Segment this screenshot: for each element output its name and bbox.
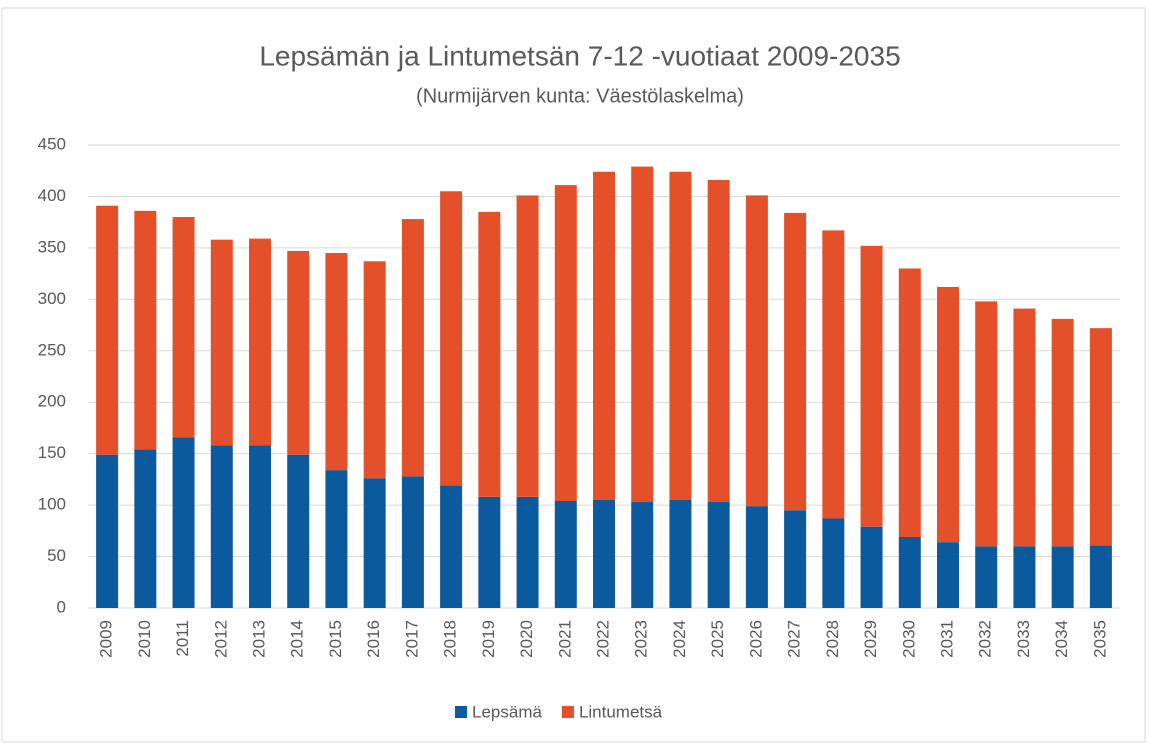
bar-segment bbox=[669, 499, 692, 608]
bar-segment bbox=[1051, 546, 1074, 608]
y-tick-label: 50 bbox=[47, 546, 66, 565]
bar-segment bbox=[325, 253, 348, 471]
legend-swatch bbox=[561, 706, 574, 718]
x-tick-label: 2020 bbox=[517, 620, 536, 658]
bar-segment bbox=[784, 212, 807, 511]
bar-segment bbox=[401, 219, 424, 477]
x-tick-label: 2017 bbox=[402, 620, 421, 658]
x-tick-label: 2029 bbox=[861, 620, 880, 658]
bar-segment bbox=[172, 437, 195, 608]
x-tick-label: 2013 bbox=[249, 620, 268, 658]
legend-label: Lepsämä bbox=[472, 702, 542, 721]
x-tick-label: 2034 bbox=[1052, 620, 1071, 658]
bar-segment bbox=[784, 510, 807, 608]
bar-segment bbox=[96, 454, 119, 608]
bar-segment bbox=[440, 191, 463, 486]
bar-segment bbox=[478, 496, 501, 608]
bar-segment bbox=[440, 485, 463, 608]
bar-segment bbox=[516, 195, 539, 497]
y-tick-label: 0 bbox=[57, 597, 66, 616]
x-tick-label: 2010 bbox=[135, 620, 154, 658]
x-tick-label: 2018 bbox=[441, 620, 460, 658]
bar-segment bbox=[1051, 318, 1074, 547]
bar-segment bbox=[401, 476, 424, 608]
bar-segment bbox=[210, 239, 233, 446]
bar-segment bbox=[1013, 308, 1036, 547]
bar-segment bbox=[937, 286, 959, 543]
y-tick-label: 300 bbox=[38, 289, 66, 308]
bar-segment bbox=[860, 245, 883, 527]
bar-segment bbox=[96, 205, 119, 455]
x-tick-label: 2033 bbox=[1014, 620, 1033, 658]
bar-segment bbox=[593, 171, 615, 500]
x-tick-label: 2011 bbox=[173, 620, 192, 657]
bar-segment bbox=[707, 502, 730, 608]
bar-segment bbox=[134, 449, 157, 608]
chart-title: Lepsämän ja Lintumetsän 7-12 -vuotiaat 2… bbox=[259, 40, 900, 71]
bar-segment bbox=[631, 502, 654, 608]
bar-segment bbox=[287, 250, 310, 455]
bar-segment bbox=[860, 526, 883, 608]
bar-segment bbox=[593, 499, 615, 608]
bar-segment bbox=[287, 454, 310, 608]
bar-segment bbox=[975, 301, 998, 547]
x-tick-label: 2009 bbox=[97, 620, 116, 658]
x-tick-label: 2022 bbox=[593, 620, 612, 658]
y-tick-label: 250 bbox=[38, 340, 66, 359]
y-tick-label: 200 bbox=[38, 392, 66, 411]
bar-segment bbox=[822, 518, 845, 608]
bar-segment bbox=[554, 185, 577, 501]
legend-label: Lintumetsä bbox=[579, 702, 663, 721]
bar-segment bbox=[172, 217, 195, 438]
bar-segment bbox=[363, 478, 386, 608]
x-tick-label: 2028 bbox=[823, 620, 842, 658]
bar-segment bbox=[363, 261, 386, 479]
x-tick-label: 2014 bbox=[288, 620, 307, 658]
x-tick-label: 2024 bbox=[670, 620, 689, 658]
x-tick-label: 2026 bbox=[746, 620, 765, 658]
y-tick-label: 450 bbox=[38, 134, 66, 153]
x-tick-label: 2015 bbox=[326, 620, 345, 658]
bar-segment bbox=[134, 210, 157, 450]
bar-segment bbox=[669, 171, 692, 500]
x-tick-label: 2023 bbox=[632, 620, 651, 658]
x-tick-label: 2031 bbox=[937, 620, 956, 658]
bar-segment bbox=[249, 238, 271, 446]
x-tick-label: 2025 bbox=[708, 620, 727, 658]
bar-segment bbox=[249, 445, 271, 608]
bar-segment bbox=[898, 268, 921, 538]
bar-segment bbox=[210, 445, 233, 608]
chart-subtitle: (Nurmijärven kunta: Väestölaskelma) bbox=[416, 85, 744, 107]
y-tick-label: 150 bbox=[38, 443, 66, 462]
bar-segment bbox=[1089, 545, 1112, 608]
y-tick-label: 400 bbox=[38, 186, 66, 205]
x-tick-label: 2016 bbox=[364, 620, 383, 658]
bar-segment bbox=[1013, 546, 1036, 608]
legend-swatch bbox=[455, 706, 467, 718]
x-tick-label: 2012 bbox=[211, 620, 230, 658]
bar-segment bbox=[554, 500, 577, 608]
bar-segment bbox=[937, 542, 959, 608]
bar-segment bbox=[745, 195, 768, 507]
bar-segment bbox=[1089, 328, 1112, 546]
y-tick-label: 350 bbox=[38, 237, 66, 256]
x-tick-label: 2027 bbox=[785, 620, 804, 658]
x-tick-label: 2021 bbox=[555, 620, 574, 658]
bar-segment bbox=[898, 537, 921, 608]
y-tick-label: 100 bbox=[38, 495, 66, 514]
bar-segment bbox=[516, 496, 539, 608]
bar-segment bbox=[745, 506, 768, 608]
x-tick-label: 2030 bbox=[899, 620, 918, 658]
x-tick-label: 2032 bbox=[976, 620, 995, 658]
bar-segment bbox=[822, 230, 845, 519]
bar-segment bbox=[325, 470, 348, 608]
bar-segment bbox=[707, 179, 730, 503]
x-tick-label: 2019 bbox=[479, 620, 498, 658]
x-tick-label: 2035 bbox=[1090, 620, 1109, 658]
bar-segment bbox=[631, 166, 654, 503]
bar-segment bbox=[478, 211, 501, 497]
bar-segment bbox=[975, 546, 998, 608]
